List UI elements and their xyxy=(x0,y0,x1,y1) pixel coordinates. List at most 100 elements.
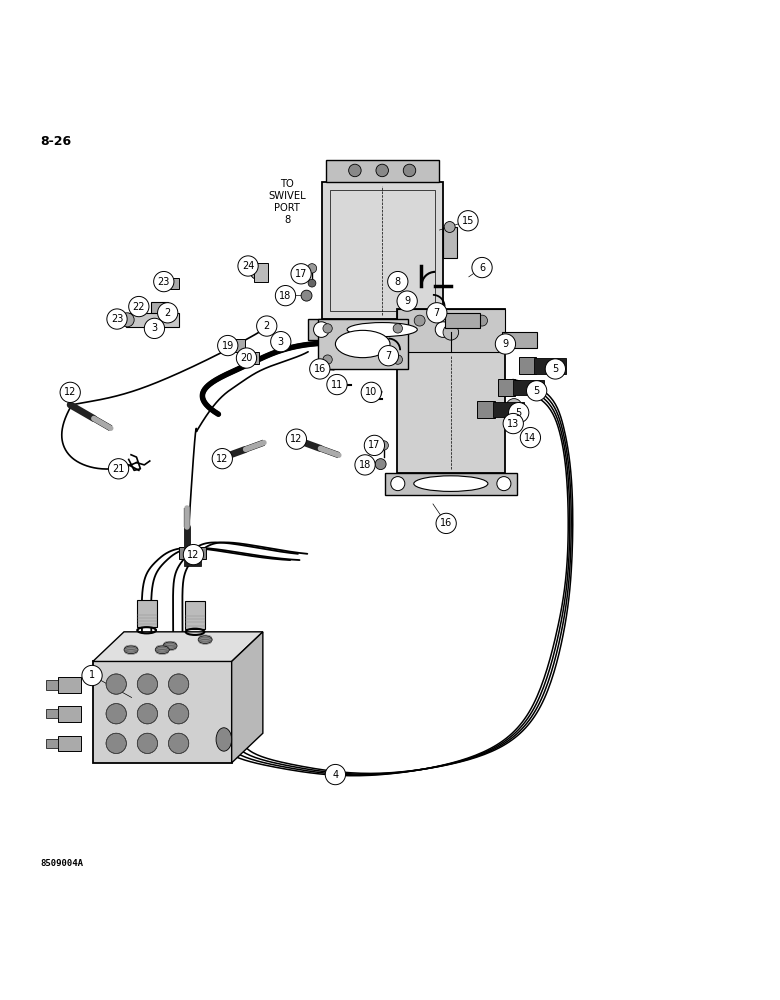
Circle shape xyxy=(509,403,529,423)
Circle shape xyxy=(497,477,511,491)
Text: 14: 14 xyxy=(524,433,537,443)
Bar xyxy=(445,313,480,328)
Bar xyxy=(326,160,438,182)
Circle shape xyxy=(323,324,332,333)
Text: 10: 10 xyxy=(365,387,378,397)
Bar xyxy=(397,309,505,473)
Text: 21: 21 xyxy=(112,464,125,474)
Circle shape xyxy=(364,435,385,456)
Ellipse shape xyxy=(155,646,169,654)
Text: 3: 3 xyxy=(151,323,158,333)
Bar xyxy=(443,227,457,258)
Circle shape xyxy=(106,733,126,754)
Ellipse shape xyxy=(413,476,488,491)
Circle shape xyxy=(60,382,80,402)
Circle shape xyxy=(393,324,402,333)
Circle shape xyxy=(445,315,456,326)
Bar xyxy=(179,547,206,559)
Circle shape xyxy=(495,334,516,354)
Circle shape xyxy=(391,477,405,491)
Circle shape xyxy=(129,296,149,317)
Text: 2: 2 xyxy=(264,321,270,331)
Bar xyxy=(58,677,81,693)
Circle shape xyxy=(144,318,165,339)
Bar xyxy=(46,709,58,718)
Bar xyxy=(164,278,179,289)
Circle shape xyxy=(375,459,386,470)
Circle shape xyxy=(257,316,277,336)
Circle shape xyxy=(168,704,189,724)
Circle shape xyxy=(107,309,127,329)
Text: 17: 17 xyxy=(295,269,307,279)
Circle shape xyxy=(250,265,264,279)
Text: 9: 9 xyxy=(502,339,509,349)
Bar xyxy=(498,379,515,396)
Text: 8509004A: 8509004A xyxy=(41,859,83,868)
Text: 8: 8 xyxy=(395,277,401,287)
Text: 1: 1 xyxy=(89,670,95,680)
Polygon shape xyxy=(93,632,263,661)
Circle shape xyxy=(286,429,307,449)
Text: 18: 18 xyxy=(359,460,371,470)
Text: 16: 16 xyxy=(440,518,452,528)
Circle shape xyxy=(526,381,547,401)
Text: 20: 20 xyxy=(240,353,253,363)
Circle shape xyxy=(427,303,447,323)
Text: 19: 19 xyxy=(222,341,234,351)
Circle shape xyxy=(183,544,204,565)
Bar xyxy=(385,473,517,495)
Bar xyxy=(502,332,537,348)
Bar xyxy=(397,309,505,352)
Circle shape xyxy=(137,674,158,694)
Text: 12: 12 xyxy=(290,434,303,444)
Circle shape xyxy=(378,346,399,366)
Text: 23: 23 xyxy=(111,314,123,324)
Circle shape xyxy=(323,355,332,364)
Circle shape xyxy=(445,222,456,232)
Circle shape xyxy=(472,257,492,278)
Bar xyxy=(93,661,232,763)
Text: 4: 4 xyxy=(332,770,339,780)
Ellipse shape xyxy=(124,646,138,654)
Text: 12: 12 xyxy=(64,387,76,397)
Bar xyxy=(58,736,81,751)
Bar xyxy=(477,401,495,418)
Circle shape xyxy=(477,315,488,326)
Circle shape xyxy=(443,325,459,340)
Circle shape xyxy=(154,271,174,292)
Bar xyxy=(308,319,456,340)
Circle shape xyxy=(458,211,478,231)
Text: 11: 11 xyxy=(331,380,343,390)
Circle shape xyxy=(106,674,126,694)
Circle shape xyxy=(301,290,312,301)
Circle shape xyxy=(238,256,258,276)
Text: 5: 5 xyxy=(534,386,540,396)
Circle shape xyxy=(327,374,347,395)
Bar xyxy=(321,182,443,319)
Circle shape xyxy=(158,303,178,323)
Circle shape xyxy=(271,332,291,352)
Circle shape xyxy=(520,427,541,448)
Circle shape xyxy=(394,271,402,279)
Text: 12: 12 xyxy=(216,454,229,464)
Circle shape xyxy=(82,665,102,686)
Text: 16: 16 xyxy=(314,364,326,374)
Circle shape xyxy=(310,359,330,379)
Bar xyxy=(184,558,201,566)
Circle shape xyxy=(218,335,238,356)
Circle shape xyxy=(545,359,565,379)
Circle shape xyxy=(120,313,134,327)
Circle shape xyxy=(388,271,408,292)
Bar xyxy=(226,339,245,352)
Ellipse shape xyxy=(335,330,390,358)
Text: 8-26: 8-26 xyxy=(41,135,72,148)
Text: 5: 5 xyxy=(516,408,522,418)
Circle shape xyxy=(106,704,126,724)
Text: 13: 13 xyxy=(507,419,519,429)
Ellipse shape xyxy=(163,642,177,650)
Bar xyxy=(493,402,524,417)
Circle shape xyxy=(168,733,189,754)
Bar xyxy=(136,600,157,627)
Circle shape xyxy=(291,264,311,284)
Circle shape xyxy=(379,441,388,450)
